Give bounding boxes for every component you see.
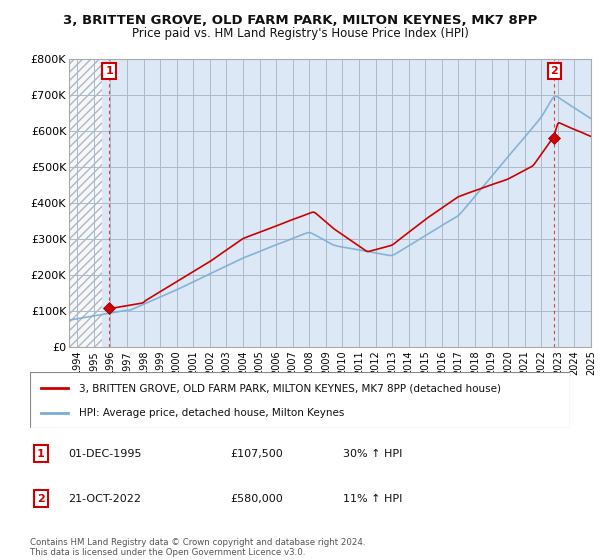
Text: 21-OCT-2022: 21-OCT-2022 <box>68 493 141 503</box>
Text: 01-DEC-1995: 01-DEC-1995 <box>68 449 142 459</box>
Text: HPI: Average price, detached house, Milton Keynes: HPI: Average price, detached house, Milt… <box>79 408 344 418</box>
Text: 30% ↑ HPI: 30% ↑ HPI <box>343 449 403 459</box>
Text: Price paid vs. HM Land Registry's House Price Index (HPI): Price paid vs. HM Land Registry's House … <box>131 27 469 40</box>
Text: 1: 1 <box>105 66 113 76</box>
Text: 3, BRITTEN GROVE, OLD FARM PARK, MILTON KEYNES, MK7 8PP (detached house): 3, BRITTEN GROVE, OLD FARM PARK, MILTON … <box>79 383 500 393</box>
Text: 2: 2 <box>551 66 558 76</box>
Text: 11% ↑ HPI: 11% ↑ HPI <box>343 493 403 503</box>
Text: Contains HM Land Registry data © Crown copyright and database right 2024.
This d: Contains HM Land Registry data © Crown c… <box>30 538 365 557</box>
Text: 1: 1 <box>37 449 44 459</box>
Text: 2: 2 <box>37 493 44 503</box>
Bar <box>69 59 102 347</box>
FancyBboxPatch shape <box>30 372 570 428</box>
Text: £580,000: £580,000 <box>230 493 283 503</box>
Text: 3, BRITTEN GROVE, OLD FARM PARK, MILTON KEYNES, MK7 8PP: 3, BRITTEN GROVE, OLD FARM PARK, MILTON … <box>63 14 537 27</box>
Text: £107,500: £107,500 <box>230 449 283 459</box>
